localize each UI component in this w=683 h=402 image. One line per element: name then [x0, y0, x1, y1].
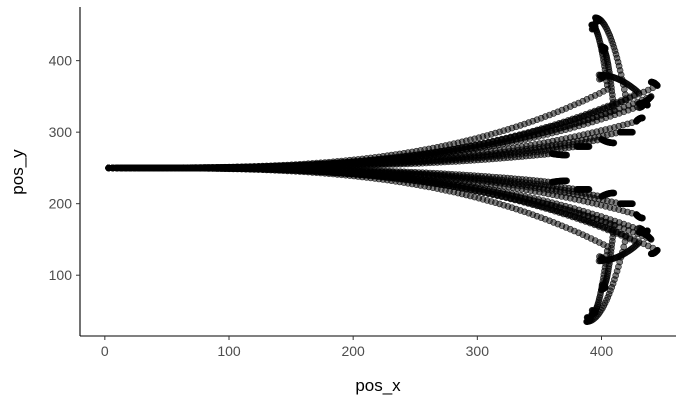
data-point	[585, 143, 593, 150]
data-point	[588, 306, 596, 314]
points-layer	[105, 14, 661, 326]
data-point	[596, 75, 603, 83]
x-tick-label: 300	[466, 343, 490, 359]
data-point	[647, 250, 655, 258]
data-point	[598, 47, 606, 54]
data-point	[592, 18, 600, 26]
data-point	[596, 253, 603, 260]
data-point	[588, 25, 596, 33]
y-tick-label: 300	[49, 124, 73, 140]
x-tick-label: 0	[101, 343, 109, 359]
data-point	[598, 281, 606, 289]
y-tick-label: 100	[49, 267, 73, 283]
y-tick-label: 200	[49, 196, 73, 212]
data-point	[585, 186, 593, 193]
y-tick-label: 400	[49, 53, 73, 69]
data-point	[629, 128, 636, 136]
data-point	[610, 139, 618, 147]
data-point	[563, 177, 571, 185]
data-point	[610, 189, 618, 197]
data-point	[563, 151, 571, 159]
x-axis-title: pos_x	[355, 376, 401, 395]
data-point	[644, 227, 651, 235]
x-tick-label: 200	[341, 343, 365, 359]
y-axis-title: pos_y	[8, 149, 27, 195]
data-point	[629, 200, 636, 207]
data-point	[583, 314, 591, 321]
x-tick-label: 100	[217, 343, 241, 359]
data-point	[639, 214, 646, 222]
x-tick-label: 400	[590, 343, 614, 359]
data-point	[647, 78, 655, 86]
data-point	[644, 101, 651, 109]
data-point	[639, 114, 646, 122]
